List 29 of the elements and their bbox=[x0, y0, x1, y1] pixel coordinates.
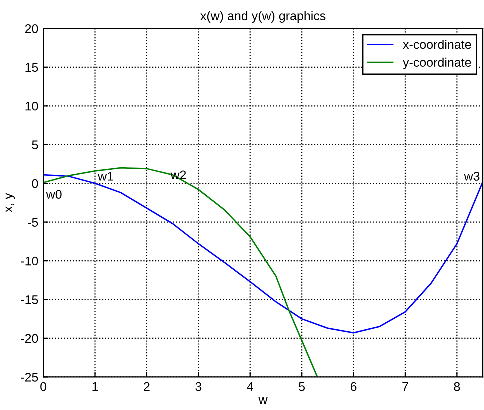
y-axis-title: x, y bbox=[6, 193, 16, 213]
y-tick-label: -20 bbox=[21, 334, 38, 344]
y-tick-label: 15 bbox=[26, 63, 38, 72]
y-tick-label: -15 bbox=[21, 296, 38, 304]
x-tick-label: 2 bbox=[144, 382, 150, 392]
x-tick-label: 5 bbox=[299, 382, 306, 392]
annotation: w1 bbox=[98, 172, 114, 181]
x-axis-title: w bbox=[258, 398, 268, 404]
x-tick-label: 1 bbox=[92, 382, 98, 392]
y-tick-label: -25 bbox=[21, 373, 38, 382]
y-tick-label: 20 bbox=[25, 24, 38, 34]
x-tick-label: 7 bbox=[402, 382, 408, 392]
line-series bbox=[44, 167, 318, 378]
annotation: w2 bbox=[170, 170, 186, 180]
y-tick-label: -10 bbox=[21, 256, 38, 266]
x-tick-label: 4 bbox=[247, 382, 254, 392]
chart-title: x(w) and y(w) graphics bbox=[200, 11, 326, 23]
x-tick-label: 3 bbox=[196, 382, 202, 392]
legend-label: y-coordinate bbox=[403, 58, 472, 70]
y-tick-label: 0 bbox=[32, 179, 38, 188]
x-tick-label: 0 bbox=[40, 382, 47, 392]
x-tick-label: 8 bbox=[454, 382, 460, 392]
y-tick-label: 5 bbox=[32, 140, 38, 150]
x-tick-label: 6 bbox=[350, 382, 357, 392]
annotation: w3 bbox=[464, 172, 480, 181]
y-tick-label: 10 bbox=[26, 102, 38, 111]
y-tick-label: -5 bbox=[28, 218, 38, 227]
legend-label: x-coordinate bbox=[403, 40, 472, 50]
annotation: w0 bbox=[46, 190, 62, 199]
